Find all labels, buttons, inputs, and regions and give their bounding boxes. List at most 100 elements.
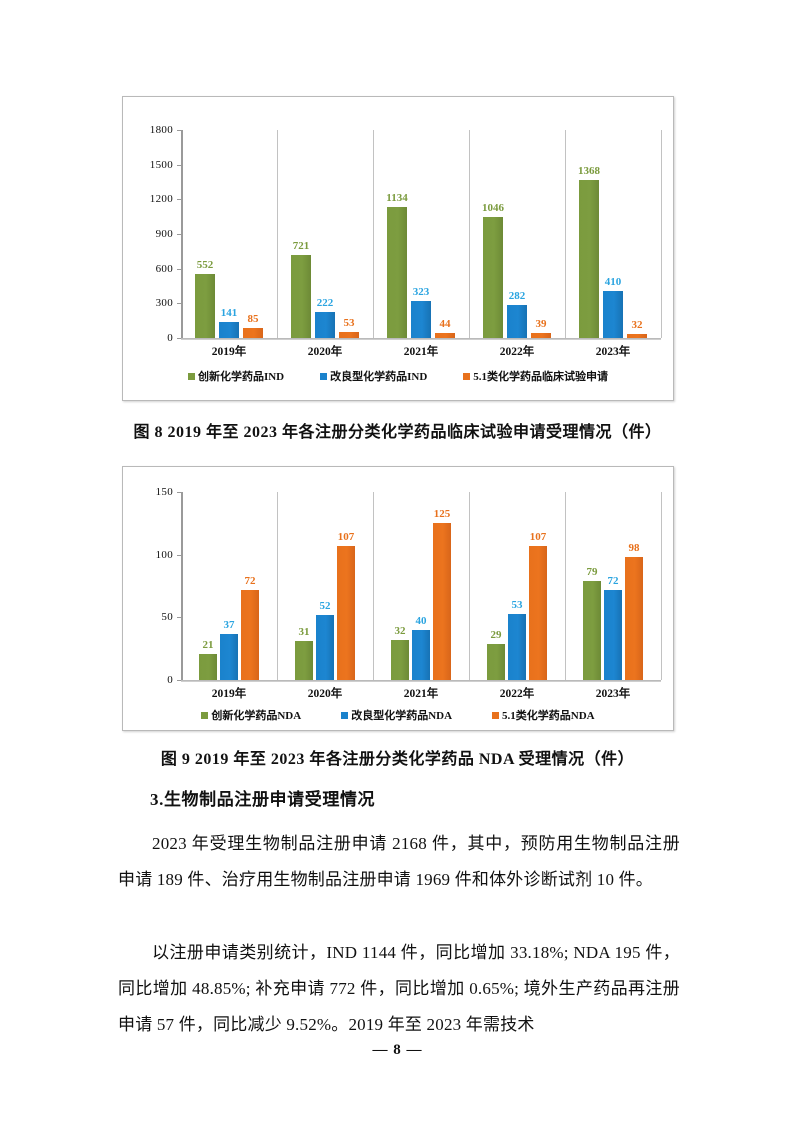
legend-label: 创新化学药品NDA (211, 710, 302, 722)
x-axis-line (181, 338, 661, 340)
x-axis-category-label: 2021年 (403, 688, 439, 700)
y-axis-tick-label: 1800 (149, 124, 173, 136)
bar-2022年-创新化学药品NDA (487, 643, 505, 680)
bar-2022年-改良型化学药品IND (507, 305, 527, 338)
x-axis-category-label: 2021年 (403, 346, 439, 358)
legend-item-改良型化学药品IND[interactable]: 改良型化学药品IND (320, 368, 427, 384)
bar-2019年-创新化学药品IND (195, 274, 215, 338)
bar-2022年-改良型化学药品NDA (508, 613, 526, 680)
y-axis-tick-label: 50 (161, 611, 173, 624)
y-axis-tick (177, 130, 181, 131)
category-separator (277, 130, 278, 338)
bar-value-label: 282 (508, 290, 526, 303)
y-axis-tick (177, 680, 181, 681)
bar-2021年-创新化学药品NDA (391, 639, 409, 680)
bar-value-label: 125 (433, 508, 451, 521)
bar-2019年-创新化学药品NDA (199, 653, 217, 680)
bar-value-label: 85 (247, 313, 259, 326)
y-axis-tick (177, 234, 181, 235)
category-separator (373, 130, 374, 338)
bar-2023年-创新化学药品NDA (583, 580, 601, 680)
y-axis-tick-label: 0 (167, 332, 173, 344)
legend-item-创新化学药品IND[interactable]: 创新化学药品IND (187, 368, 284, 384)
legend-item-5.1类化学药品NDA[interactable]: 5.1类化学药品NDA (492, 707, 595, 723)
y-axis-line (181, 130, 183, 338)
bar-2023年-5.1类化学药品临床试验申请 (627, 334, 647, 338)
chart-legend: 创新化学药品IND 改良型化学药品IND 5.1类化学药品临床试验申请 (123, 368, 673, 384)
bar-value-label: 52 (319, 599, 331, 612)
bar-value-label: 721 (292, 239, 310, 252)
category-separator (469, 492, 470, 680)
legend-item-创新化学药品NDA[interactable]: 创新化学药品NDA (201, 707, 301, 723)
legend-swatch-icon (201, 711, 209, 719)
y-axis-tick-label: 600 (155, 262, 173, 275)
x-axis-category-label: 2022年 (499, 688, 535, 700)
bar-2021年-改良型化学药品NDA (412, 629, 430, 680)
legend-swatch-icon (341, 711, 349, 719)
x-axis-category-label: 2022年 (499, 346, 535, 358)
legend-item-5.1类化学药品临床试验申请[interactable]: 5.1类化学药品临床试验申请 (463, 368, 608, 384)
bar-value-label: 44 (439, 317, 451, 330)
bar-value-label: 410 (604, 275, 622, 288)
bar-value-label: 141 (220, 306, 238, 319)
bar-2021年-创新化学药品IND (387, 206, 407, 338)
category-separator (565, 130, 566, 338)
bar-value-label: 21 (202, 638, 214, 651)
bar-2020年-改良型化学药品IND (315, 312, 335, 338)
y-axis-tick (177, 617, 181, 619)
x-axis-category-label: 2023年 (595, 688, 631, 700)
y-axis-tick (177, 338, 181, 339)
bar-2022年-5.1类化学药品NDA (529, 545, 547, 680)
section-heading: 3.生物制品注册申请受理情况 (150, 790, 376, 809)
bar-value-label: 32 (394, 624, 406, 637)
bar-value-label: 53 (343, 316, 355, 329)
legend-swatch-icon (187, 372, 195, 380)
x-axis-category-label: 2020年 (307, 346, 343, 358)
legend-swatch-icon (320, 372, 328, 380)
bar-2020年-创新化学药品IND (291, 254, 311, 338)
legend-item-改良型化学药品NDA[interactable]: 改良型化学药品NDA (341, 707, 452, 723)
x-axis-line (181, 680, 661, 682)
bar-2023年-改良型化学药品NDA (604, 589, 622, 680)
category-separator (277, 492, 278, 680)
legend-swatch-icon (492, 711, 500, 719)
y-axis-tick (177, 268, 181, 270)
bar-value-label: 72 (244, 574, 256, 587)
bar-value-label: 53 (511, 598, 523, 611)
x-axis-category-label: 2020年 (307, 688, 343, 700)
bar-value-label: 37 (223, 618, 235, 631)
bar-2020年-5.1类化学药品NDA (337, 545, 355, 680)
legend-label: 5.1类化学药品NDA (502, 710, 595, 722)
bar-2021年-5.1类化学药品临床试验申请 (435, 332, 455, 338)
bar-2021年-5.1类化学药品NDA (433, 523, 451, 680)
figure-9-plot-area: 0 50 100 150 21 37 72 2019年 31 52 107 2020年 32 40 125 2… (123, 467, 673, 730)
category-separator (373, 492, 374, 680)
bar-value-label: 1368 (578, 164, 600, 177)
category-separator (661, 492, 662, 680)
bar-value-label: 40 (415, 614, 427, 627)
figure-8-chart: 0 300 600 900 1200 1500 1800 552 141 85 2019年 721 22… (122, 96, 674, 401)
y-axis-tick (177, 554, 181, 556)
y-axis-tick-label: 0 (167, 674, 173, 686)
bar-value-label: 1046 (482, 202, 504, 215)
bar-value-label: 79 (586, 565, 598, 578)
bar-2023年-改良型化学药品IND (603, 290, 623, 338)
bar-2020年-5.1类化学药品临床试验申请 (339, 331, 359, 338)
legend-swatch-icon (463, 372, 471, 380)
bar-value-label: 552 (196, 259, 214, 272)
bar-value-label: 39 (535, 318, 547, 331)
bar-value-label: 1134 (386, 191, 408, 204)
y-axis-tick-label: 300 (155, 297, 173, 310)
y-axis-tick (177, 164, 181, 166)
y-axis-tick-label: 1200 (149, 193, 173, 206)
chart-legend: 创新化学药品NDA 改良型化学药品NDA 5.1类化学药品NDA (123, 707, 673, 723)
bar-2022年-创新化学药品IND (483, 217, 503, 338)
bar-2020年-改良型化学药品NDA (316, 614, 334, 680)
bar-2022年-5.1类化学药品临床试验申请 (531, 333, 551, 338)
body-paragraph-1: 2023 年受理生物制品注册申请 2168 件，其中，预防用生物制品注册申请 1… (118, 834, 680, 889)
bar-value-label: 31 (298, 626, 310, 639)
bar-2020年-创新化学药品NDA (295, 641, 313, 680)
bar-value-label: 323 (412, 285, 430, 298)
category-separator (661, 130, 662, 338)
